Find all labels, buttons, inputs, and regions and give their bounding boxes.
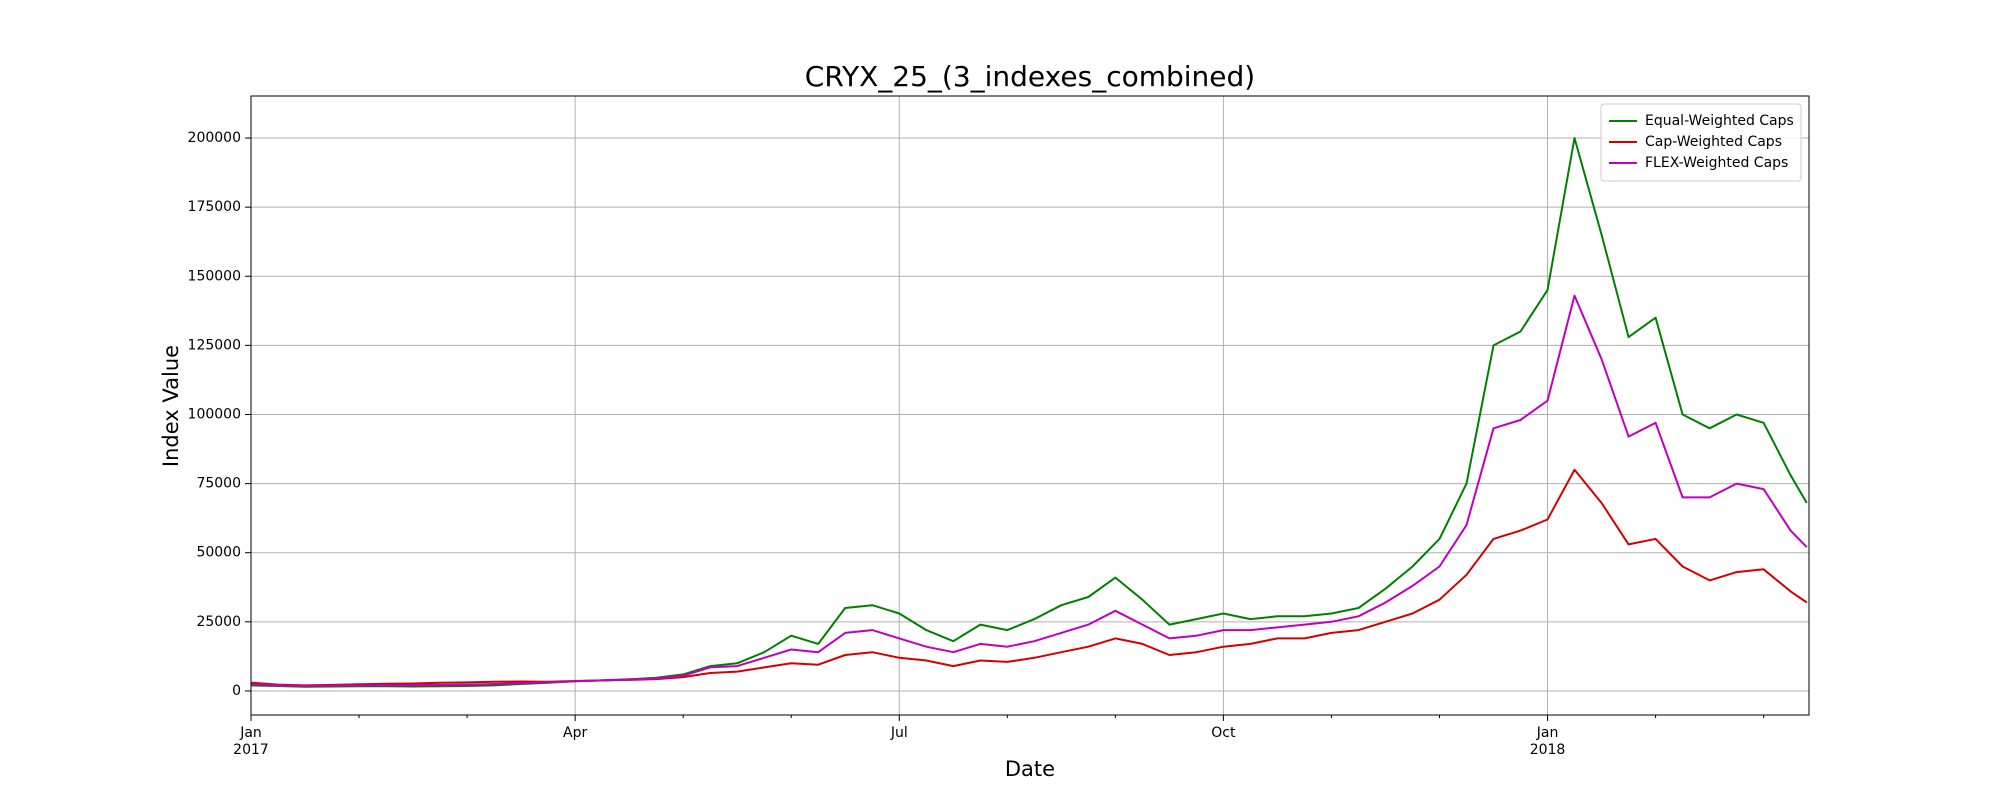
y-tick-label: 0: [232, 683, 241, 699]
legend: Equal-Weighted Caps Cap-Weighted Caps FLEX…: [1600, 103, 1802, 182]
legend-label: Cap-Weighted Caps: [1645, 134, 1782, 150]
legend-box: [1600, 103, 1802, 182]
x-year-label: 2017: [233, 742, 269, 758]
y-tick-label: 125000: [188, 337, 241, 353]
y-tick-label: 175000: [188, 199, 241, 215]
y-tick-label: 25000: [196, 614, 241, 630]
y-axis-label: Index Value: [159, 345, 183, 467]
x-tick-label: Oct: [1211, 725, 1236, 741]
series-line: [250, 294, 1808, 687]
chart-title: CRYX_25_(3_indexes_combined): [805, 60, 1255, 93]
x-axis-label: Date: [1005, 757, 1055, 781]
x-tick-label: Jul: [890, 725, 908, 741]
y-tick-label: 50000: [196, 545, 241, 561]
legend-label: Equal-Weighted Caps: [1645, 113, 1794, 129]
plot-frame: [250, 95, 1810, 716]
y-tick-label: 150000: [188, 268, 241, 284]
y-tick-label: 200000: [188, 130, 241, 146]
y-tick-label: 100000: [188, 406, 241, 422]
x-year-label: 2018: [1530, 742, 1566, 758]
series-line: [250, 468, 1808, 687]
x-tick-label: Apr: [563, 725, 587, 741]
y-tick-label: 75000: [196, 476, 241, 492]
x-tick-label: Jan: [239, 725, 262, 741]
legend-label: FLEX-Weighted Caps: [1645, 155, 1788, 171]
series-line: [250, 137, 1808, 688]
x-tick-label: Jan: [1536, 725, 1559, 741]
